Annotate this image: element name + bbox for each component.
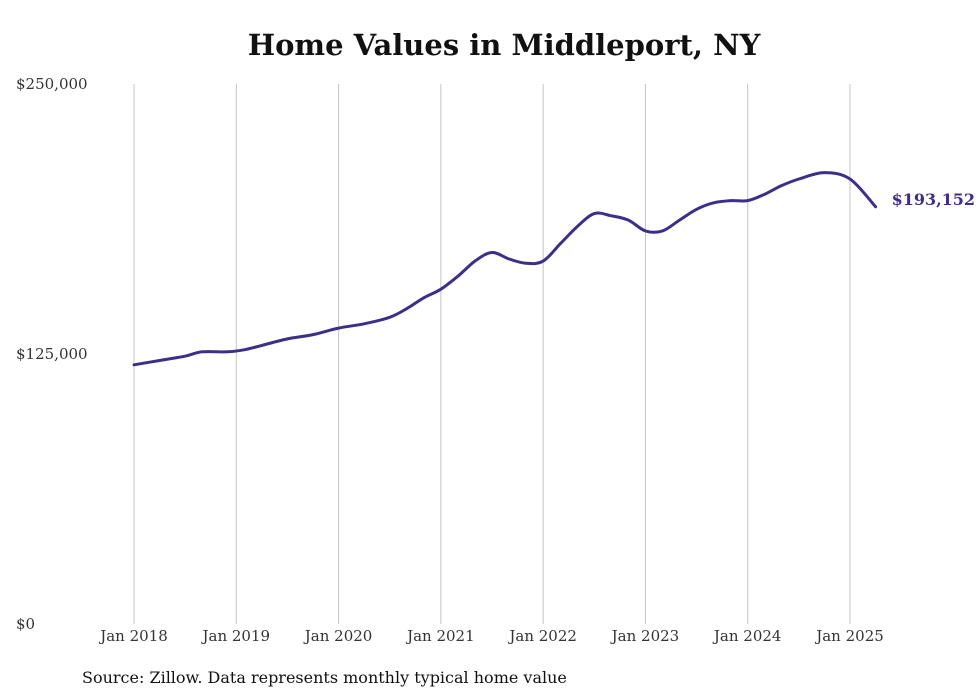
x-tick-label-5: Jan 2023 (610, 627, 680, 645)
x-tick-label-4: Jan 2022 (507, 627, 577, 645)
series-layer (132, 171, 878, 367)
x-tick-label-3: Jan 2021 (405, 627, 475, 645)
end-value-label: $193,152 (892, 190, 976, 209)
chart-title: Home Values in Middleport, NY (247, 28, 761, 62)
x-tick-label-2: Jan 2020 (303, 627, 373, 645)
series-line-0 (132, 171, 878, 367)
x-tick-label-7: Jan 2025 (814, 627, 884, 645)
x-tick-label-0: Jan 2018 (98, 627, 168, 645)
x-tick-label-1: Jan 2019 (201, 627, 271, 645)
source-note: Source: Zillow. Data represents monthly … (82, 668, 567, 687)
x-axis-ticks: Jan 2018 Jan 2019 Jan 2020 Jan 2021 Jan 2022… (98, 627, 884, 645)
y-tick-label-2: $250,000 (16, 75, 88, 93)
gridlines (133, 84, 851, 624)
y-tick-label-1: $125,000 (16, 345, 88, 363)
x-tick-label-6: Jan 2024 (712, 627, 782, 645)
y-axis-ticks: $0 $125,000 $250,000 (16, 75, 88, 633)
y-tick-label-0: $0 (16, 615, 35, 633)
